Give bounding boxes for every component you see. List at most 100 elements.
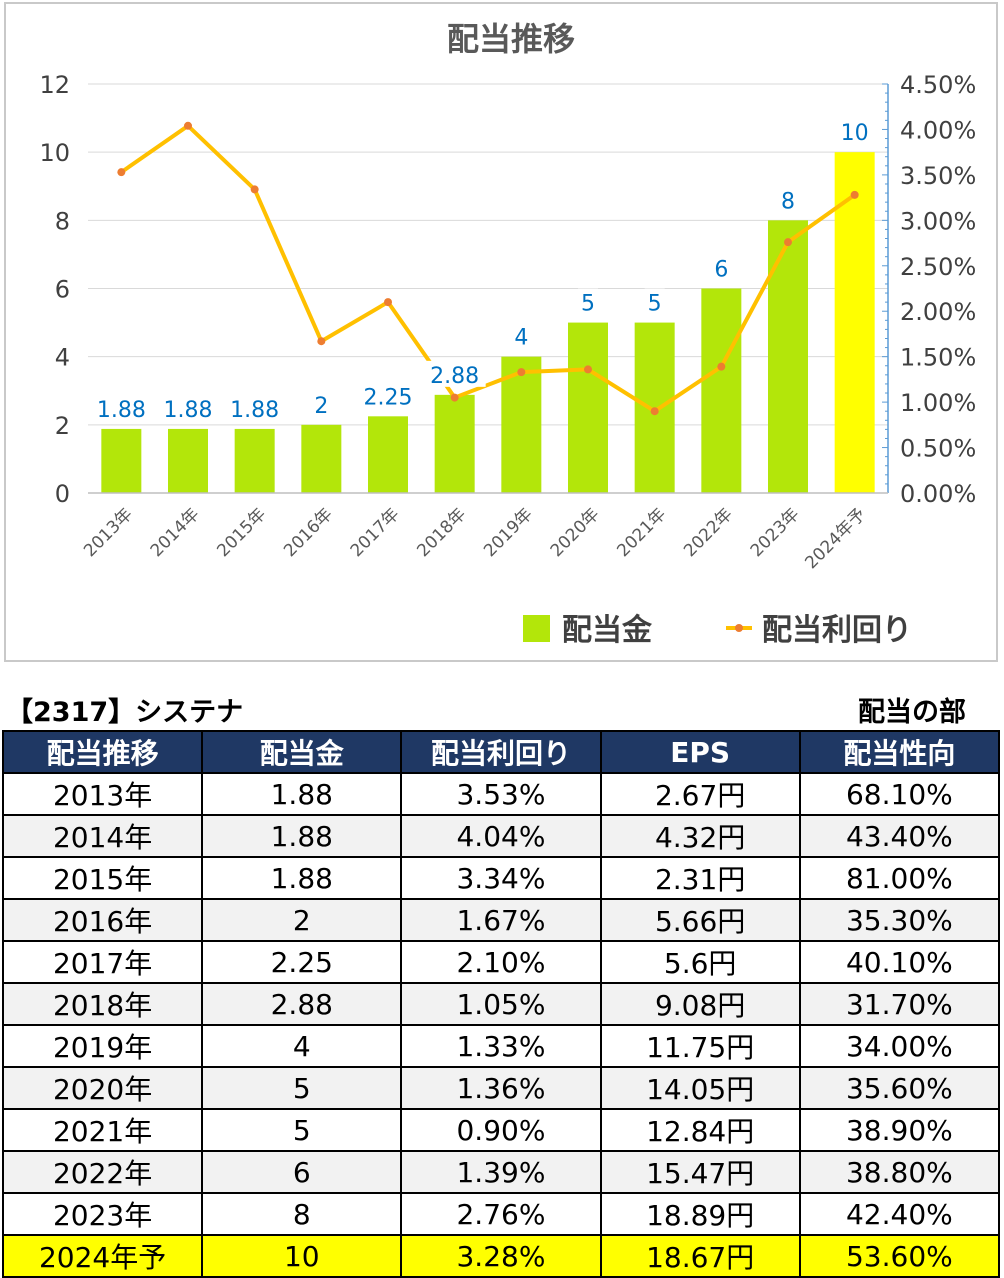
- cell-eps: 5.66円: [599, 898, 801, 942]
- y-right-tick-label: 1.50%: [900, 344, 976, 372]
- yield-point-2024年予: [850, 190, 859, 199]
- cell-eps: 4.32円: [599, 814, 801, 858]
- cell-year: 2021年: [1, 1108, 204, 1152]
- cell-eps: 15.47円: [599, 1150, 801, 1194]
- table-row: 2024年予 10 3.28% 18.67円 53.60%: [1, 1234, 1001, 1278]
- cell-dividend: 1.88: [201, 772, 403, 816]
- y-left-tick-label: 4: [55, 344, 70, 372]
- yield-point-2020年: [584, 365, 592, 374]
- cell-year: 2020年: [1, 1066, 204, 1110]
- x-tick-label: 2024年予: [801, 504, 870, 573]
- header-payout: 配当性向: [798, 730, 1001, 774]
- cell-dividend: 5: [201, 1066, 403, 1110]
- cell-payout: 34.00%: [798, 1024, 1001, 1068]
- cell-yield: 1.67%: [400, 898, 602, 942]
- bar-data-label: 6: [714, 258, 728, 283]
- cell-yield: 2.10%: [400, 940, 602, 984]
- header-eps: EPS: [599, 730, 801, 774]
- cell-payout: 38.80%: [798, 1150, 1001, 1194]
- cell-payout: 38.90%: [798, 1108, 1001, 1152]
- dividend-table: 配当推移 配当金 配当利回り EPS 配当性向 2013年 1.88 3.53% 2.…: [1, 730, 1001, 1278]
- yield-line: [120, 123, 856, 414]
- bar-2017年: [368, 416, 408, 493]
- cell-payout: 68.10%: [798, 772, 1001, 816]
- cell-payout: 81.00%: [798, 856, 1001, 900]
- cell-dividend: 6: [201, 1150, 403, 1194]
- header-dividend: 配当金: [201, 730, 403, 774]
- cell-dividend: 10: [201, 1234, 403, 1278]
- yield-point-2016年: [317, 337, 326, 346]
- table-row: 2013年 1.88 3.53% 2.67円 68.10%: [1, 772, 1001, 816]
- cell-yield: 2.76%: [400, 1192, 602, 1236]
- cell-year: 2017年: [1, 940, 204, 984]
- y-right-tick-label: 4.50%: [900, 71, 976, 99]
- cell-eps: 5.6円: [599, 940, 801, 984]
- data-label-bg: [157, 394, 219, 421]
- x-tick-label: 2020年: [547, 504, 604, 561]
- header-yield: 配当利回り: [400, 730, 602, 774]
- x-tick-label: 2014年: [147, 504, 204, 561]
- cell-eps: 2.31円: [599, 856, 801, 900]
- table-row: 2014年 1.88 4.04% 4.32円 43.40%: [1, 814, 1001, 858]
- cell-payout: 35.60%: [798, 1066, 1001, 1110]
- bar-data-label: 2.88: [430, 364, 479, 389]
- yield-point-2019年: [517, 368, 526, 377]
- data-label-bg: [711, 254, 732, 281]
- y-right-tick-label: 1.00%: [900, 389, 976, 417]
- cell-dividend: 4: [201, 1024, 403, 1068]
- table-header-row: 配当推移 配当金 配当利回り EPS 配当性向: [1, 730, 1001, 774]
- y-right-tick-label: 0.50%: [900, 435, 976, 463]
- table-row: 2018年 2.88 1.05% 9.08円 31.70%: [1, 982, 1001, 1026]
- y-left-tick-label: 10: [39, 139, 70, 167]
- data-label-bg: [90, 394, 153, 421]
- cell-eps: 12.84円: [599, 1108, 801, 1152]
- cell-year: 2022年: [1, 1150, 204, 1194]
- y-right-tick-label: 4.00%: [900, 116, 976, 144]
- cell-yield: 1.05%: [400, 982, 602, 1026]
- chart-frame: 配当推移 0 2 4 6 8 10 12 0.00% 0.50% 1.00% 1.50% 2.00% 2.…: [4, 2, 998, 662]
- cell-dividend: 2: [201, 898, 403, 942]
- yield-point-2023年: [784, 238, 792, 247]
- cell-eps: 2.67円: [599, 772, 801, 816]
- cell-eps: 11.75円: [599, 1024, 801, 1068]
- cell-yield: 4.04%: [400, 814, 602, 858]
- x-tick-label: 2016年: [280, 504, 337, 561]
- y-left-tick-label: 8: [55, 207, 70, 235]
- yield-point-2013年: [117, 168, 126, 177]
- yield-point-2021年: [650, 407, 659, 416]
- bar-data-label: 1.88: [97, 398, 146, 423]
- legend-label-dividend: 配当金: [562, 613, 653, 648]
- yield-point-2022年: [717, 362, 726, 371]
- data-label-bg: [311, 390, 332, 417]
- table-row: 2023年 8 2.76% 18.89円 42.40%: [1, 1192, 1001, 1236]
- cell-year: 2023年: [1, 1192, 204, 1236]
- y-left-tick-label: 2: [55, 412, 70, 440]
- cell-payout: 35.30%: [798, 898, 1001, 942]
- x-tick-label: 2017年: [347, 504, 404, 561]
- table-row: 2022年 6 1.39% 15.47円 38.80%: [1, 1150, 1001, 1194]
- cell-dividend: 1.88: [201, 814, 403, 858]
- legend-marker-yield: [735, 624, 743, 632]
- bar-2015年: [234, 428, 275, 493]
- y-right-tick-label: 0.00%: [900, 480, 976, 508]
- data-label-bg: [578, 288, 598, 315]
- header-year: 配当推移: [1, 730, 204, 774]
- table-caption-section: 配当の部: [858, 697, 966, 728]
- cell-dividend: 2.88: [201, 982, 403, 1026]
- bar-data-label: 5: [581, 292, 595, 317]
- cell-payout: 43.40%: [798, 814, 1001, 858]
- legend-label-yield: 配当利回り: [762, 613, 912, 648]
- x-tick-label: 2022年: [680, 504, 737, 561]
- x-tick-label: 2015年: [213, 504, 270, 561]
- cell-dividend: 1.88: [201, 856, 403, 900]
- legend-swatch-dividend: [523, 615, 550, 642]
- table-row: 2019年 4 1.33% 11.75円 34.00%: [1, 1024, 1001, 1068]
- bar-data-label: 1.88: [230, 398, 279, 423]
- table-row: 2016年 2 1.67% 5.66円 35.30%: [1, 898, 1001, 942]
- cell-yield: 1.36%: [400, 1066, 602, 1110]
- table-row: 2021年 5 0.90% 12.84円 38.90%: [1, 1108, 1001, 1152]
- cell-payout: 42.40%: [798, 1192, 1001, 1236]
- x-tick-label: 2013年: [80, 504, 137, 561]
- data-label-bg: [357, 382, 419, 409]
- y-left-tick-label: 6: [55, 276, 70, 304]
